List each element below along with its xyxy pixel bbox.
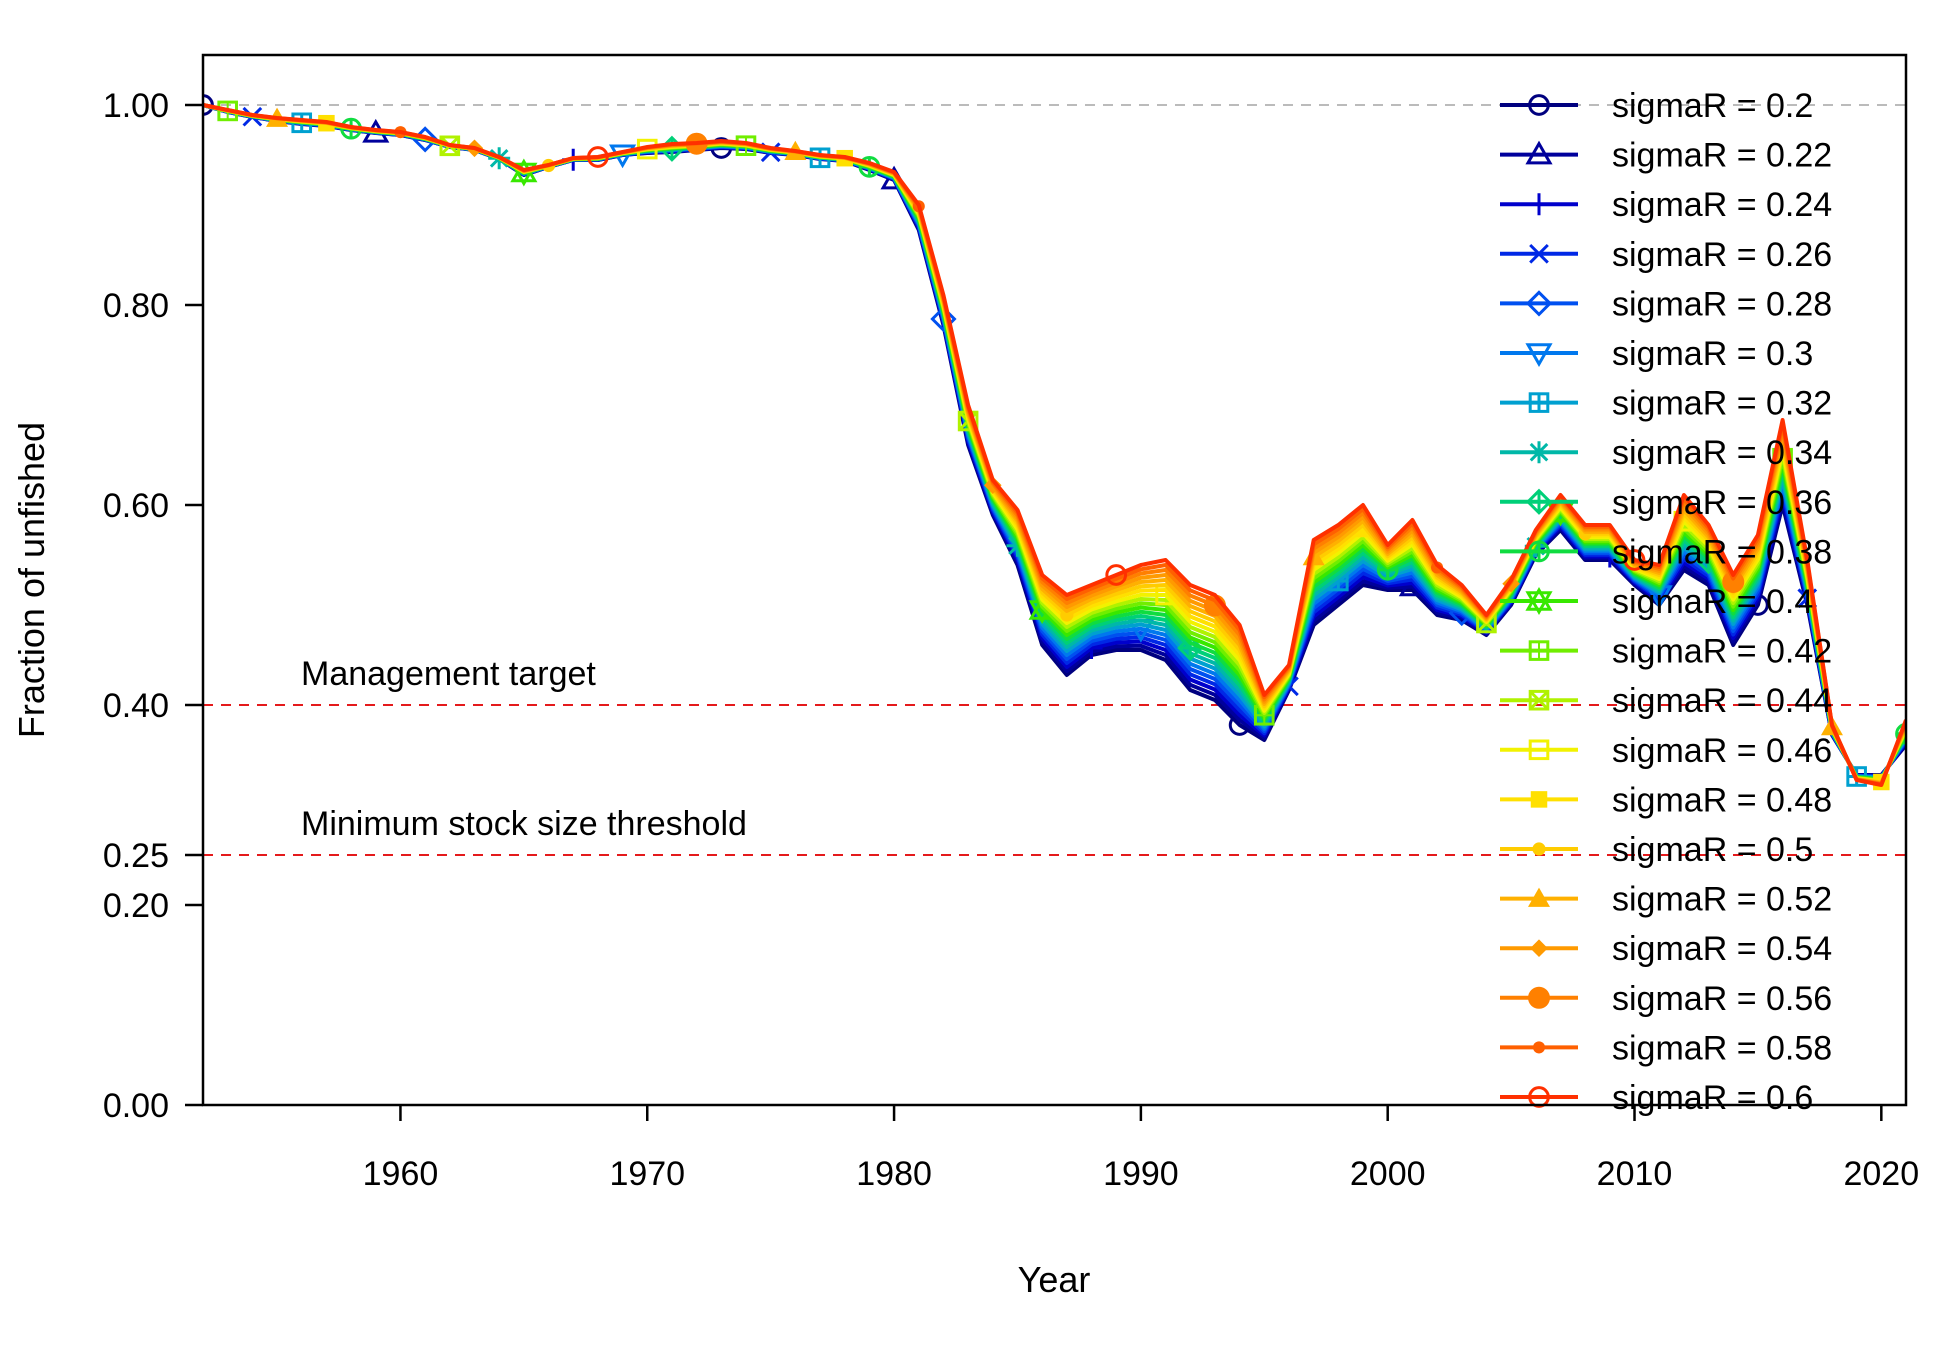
y-tick-label: 0.60: [103, 487, 169, 525]
data-point: [1528, 640, 1550, 661]
x-tick-label: 1990: [1103, 1155, 1179, 1193]
legend-item: sigmaR = 0.22: [1500, 137, 1832, 175]
y-tick-label: 1.00: [103, 87, 169, 125]
series-group: [203, 94, 1906, 791]
data-point: [1623, 549, 1646, 571]
data-point: [1528, 392, 1550, 413]
data-point: [1060, 608, 1074, 622]
x-axis-title: Year: [1018, 1259, 1091, 1300]
reference-labels: Management target Minimum stock size thre…: [301, 655, 747, 843]
legend-label: sigmaR = 0.52: [1612, 881, 1832, 919]
y-tick-label: 0.25: [103, 837, 169, 875]
legend-item: sigmaR = 0.32: [1500, 385, 1832, 423]
legend-item: sigmaR = 0.34: [1500, 434, 1832, 472]
data-point: [1528, 739, 1550, 761]
legend-label: sigmaR = 0.24: [1612, 186, 1832, 224]
legend-item: sigmaR = 0.2: [1500, 87, 1813, 125]
data-point: [1532, 842, 1546, 856]
legend-label: sigmaR = 0.42: [1612, 633, 1832, 671]
legend-item: sigmaR = 0.54: [1500, 930, 1832, 968]
x-tick-label: 2000: [1350, 1155, 1426, 1193]
legend-item: sigmaR = 0.6: [1500, 1079, 1813, 1117]
data-point: [1532, 1041, 1546, 1054]
data-point: [1528, 540, 1550, 563]
legend-item: sigmaR = 0.26: [1500, 236, 1832, 274]
legend-label: sigmaR = 0.44: [1612, 682, 1832, 720]
data-point: [1528, 193, 1550, 216]
legend-item: sigmaR = 0.42: [1500, 633, 1832, 671]
legend-item: sigmaR = 0.56: [1500, 980, 1832, 1018]
legend-label: sigmaR = 0.4: [1612, 583, 1813, 621]
data-point: [1528, 441, 1550, 464]
data-point: [1529, 243, 1549, 264]
data-point: [1528, 689, 1550, 711]
legend-item: sigmaR = 0.48: [1500, 781, 1832, 819]
y-axis-title: Fraction of unfished: [11, 422, 52, 738]
data-point: [930, 305, 957, 333]
x-tick-label: 1980: [856, 1155, 932, 1193]
legend-item: sigmaR = 0.46: [1500, 732, 1832, 770]
legend-label: sigmaR = 0.56: [1612, 980, 1832, 1018]
legend-item: sigmaR = 0.58: [1500, 1029, 1832, 1067]
legend-item: sigmaR = 0.36: [1500, 484, 1832, 522]
legend-label: sigmaR = 0.46: [1612, 732, 1832, 770]
legend-label: sigmaR = 0.48: [1612, 781, 1832, 819]
legend-item: sigmaR = 0.38: [1500, 533, 1832, 571]
x-tick-label: 2020: [1843, 1155, 1919, 1193]
y-tick-label: 0.20: [103, 887, 169, 925]
y-tick-label: 0.40: [103, 687, 169, 725]
legend: sigmaR = 0.2 sigmaR = 0.22 sigmaR = 0.24 si…: [1500, 87, 1832, 1117]
legend-label: sigmaR = 0.54: [1612, 930, 1832, 968]
x-axis: 1960 1970 1980 1990 2000 2010 2020: [363, 1105, 1919, 1193]
data-point: [1525, 140, 1553, 165]
legend-label: sigmaR = 0.28: [1612, 285, 1832, 323]
legend-label: sigmaR = 0.38: [1612, 533, 1832, 571]
series-sigmar-0-6: [203, 103, 1906, 787]
legend-item: sigmaR = 0.24: [1500, 186, 1832, 224]
data-point: [1528, 1086, 1550, 1108]
legend-label: sigmaR = 0.2: [1612, 87, 1813, 125]
legend-item: sigmaR = 0.28: [1500, 285, 1832, 323]
legend-label: sigmaR = 0.32: [1612, 385, 1832, 423]
x-tick-label: 1970: [609, 1155, 685, 1193]
data-point: [1530, 939, 1548, 957]
data-point: [1105, 564, 1128, 586]
legend-label: sigmaR = 0.3: [1612, 335, 1813, 373]
legend-label: sigmaR = 0.34: [1612, 434, 1832, 472]
data-point: [1525, 343, 1553, 368]
reference-line-label: Management target: [301, 655, 596, 693]
data-point: [1528, 94, 1550, 116]
data-point: [1528, 887, 1550, 907]
series-line: [203, 103, 1906, 787]
y-tick-label: 0.80: [103, 287, 169, 325]
data-point: [1525, 290, 1553, 317]
data-point: [587, 146, 609, 168]
data-point: [1525, 488, 1553, 515]
x-tick-label: 1960: [363, 1155, 439, 1193]
reference-lines: [203, 104, 1906, 856]
data-point: [1528, 986, 1550, 1009]
x-tick-label: 2010: [1597, 1155, 1673, 1193]
reference-line-label: Minimum stock size threshold: [301, 805, 747, 843]
legend-item: sigmaR = 0.44: [1500, 682, 1832, 720]
legend-label: sigmaR = 0.58: [1612, 1029, 1832, 1067]
legend-label: sigmaR = 0.6: [1612, 1079, 1813, 1117]
data-point: [1525, 586, 1553, 616]
legend-item: sigmaR = 0.5: [1500, 831, 1813, 869]
legend-item: sigmaR = 0.52: [1500, 881, 1832, 919]
legend-label: sigmaR = 0.22: [1612, 137, 1832, 175]
data-point: [1530, 791, 1548, 808]
data-point: [1722, 571, 1745, 593]
legend-label: sigmaR = 0.5: [1612, 831, 1813, 869]
plot-frame: [201, 53, 1908, 1107]
legend-label: sigmaR = 0.36: [1612, 484, 1832, 522]
y-tick-label: 0.00: [103, 1087, 169, 1125]
legend-item: sigmaR = 0.4: [1500, 583, 1813, 621]
legend-label: sigmaR = 0.26: [1612, 236, 1832, 274]
y-axis: 0.00 0.20 0.25 0.40 0.60 0.80 1.00: [103, 87, 203, 1125]
legend-item: sigmaR = 0.3: [1500, 335, 1813, 373]
